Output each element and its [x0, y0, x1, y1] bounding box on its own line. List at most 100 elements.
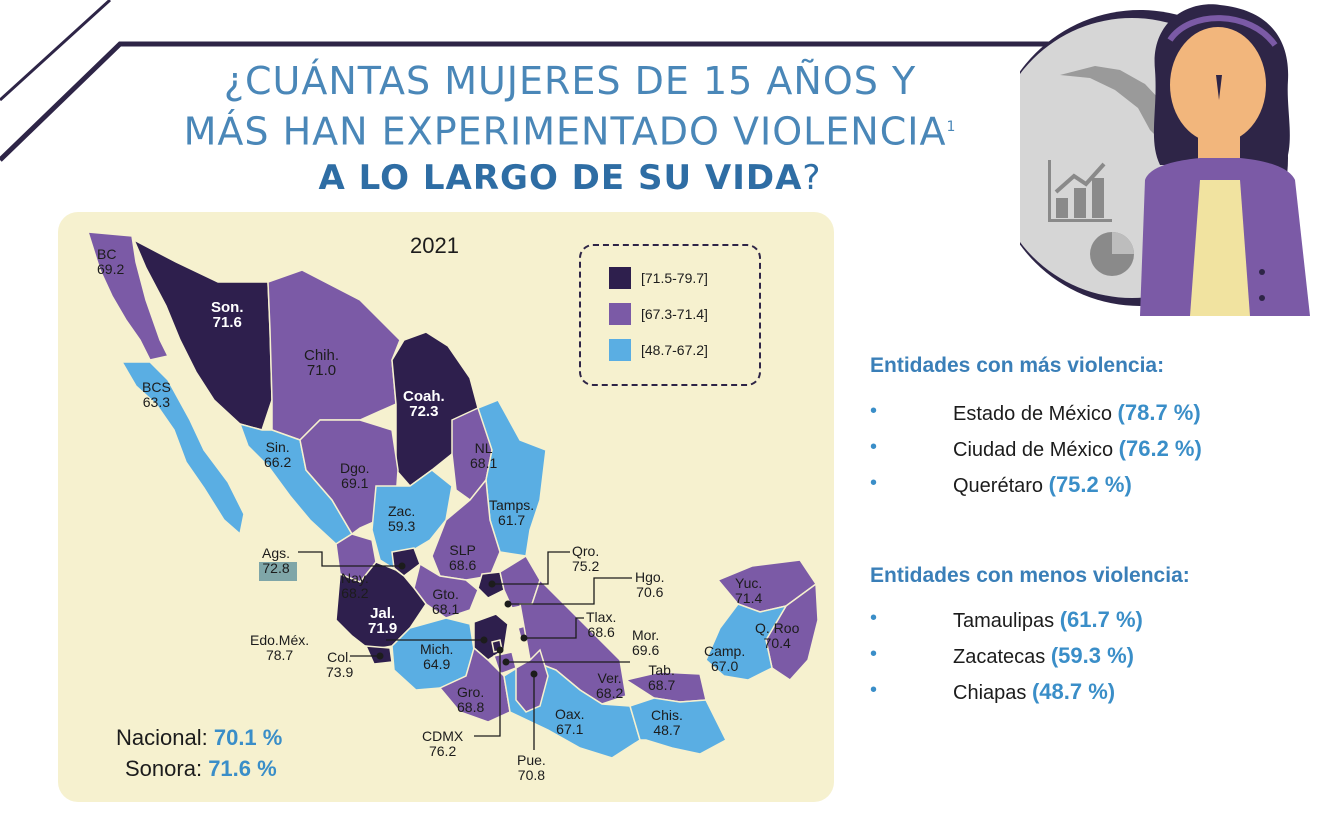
title-footnote-mark: 1 [946, 119, 957, 135]
bar-chart-icon [1048, 160, 1112, 222]
national-summary: Nacional: 70.1 % [116, 725, 282, 751]
title-question-mark: ? [802, 157, 822, 198]
region-label-sin: Sin. 66.2 [264, 439, 292, 470]
entity-value: (75.2 %) [1048, 472, 1132, 497]
leader-dots [376, 562, 538, 678]
national-value: 70.1 % [213, 725, 283, 750]
region-label-chis: Chis. 48.7 [651, 707, 683, 738]
title-line-2-text: MÁS HAN EXPERIMENTADO VIOLENCIA [183, 109, 947, 154]
title-line-1: ¿CUÁNTAS MUJERES DE 15 AÑOS Y [223, 59, 917, 103]
state-shape-chis [629, 697, 727, 755]
region-label-jal: Jal. 71.9 [368, 605, 398, 637]
entity-name: Zacatecas [953, 646, 1046, 668]
region-label-oax: Oax. 67.1 [555, 706, 585, 737]
region-label-coah: Coah. 72.3 [403, 388, 445, 420]
region-label-tamps: Tamps. 61.7 [489, 497, 535, 528]
dot-edomex [480, 636, 488, 644]
state-shape-jal [335, 561, 427, 651]
title-line-3-text: A LO LARGO DE SU VIDA [318, 157, 803, 198]
entity-name: Querétaro [953, 475, 1044, 497]
state-shape-tamps [477, 399, 547, 557]
mexico-map [86, 231, 819, 759]
region-label-mich: Mich. 64.9 [420, 641, 454, 672]
entity-name: Chiapas [953, 682, 1027, 704]
region-label-gto: Gto. 68.1 [432, 586, 460, 617]
legend-label: [71.5-79.7] [641, 270, 708, 286]
entity-name: Tamaulipas [953, 610, 1055, 632]
bullet-icon: • [870, 472, 878, 494]
state-shape-bcs [120, 361, 245, 536]
woman-figure-icon [1140, 4, 1310, 316]
region-label-hgo: Hgo. 70.6 [635, 569, 665, 600]
dot-qro [488, 580, 496, 588]
region-label-nl: NL 68.1 [470, 440, 498, 471]
bullet-icon: • [870, 400, 878, 422]
region-label-yuc: Yuc. 71.4 [735, 575, 763, 606]
list-item-text: Tamaulipas (61.7 %) [953, 607, 1143, 633]
region-label-bcs: BCS 63.3 [142, 379, 171, 410]
state-shape-ags [391, 547, 421, 577]
region-label-chih: Chih. 71.0 [304, 347, 340, 379]
national-label: Nacional: [116, 725, 208, 750]
dot-cdmx [496, 646, 504, 654]
legend-swatch [609, 267, 631, 289]
region-label-camp: Camp. 67.0 [704, 643, 746, 674]
list-item-text: Zacatecas (59.3 %) [953, 643, 1134, 669]
bullet-icon: • [870, 436, 878, 458]
region-label-mor: Mor. 69.6 [632, 627, 660, 658]
region-label-tlax: Tlax. 68.6 [586, 609, 617, 640]
map-legend: [71.5-79.7] [67.3-71.4] [48.7-67.2] [579, 244, 761, 386]
title-line-2: MÁS HAN EXPERIMENTADO VIOLENCIA1 [150, 104, 990, 155]
bullet-icon: • [870, 607, 878, 629]
region-label-cdmx: CDMX 76.2 [422, 728, 464, 759]
region-label-bc: BC 69.2 [97, 246, 125, 277]
list-item-text: Estado de México (78.7 %) [953, 400, 1201, 426]
list-item-text: Chiapas (48.7 %) [953, 679, 1115, 705]
ags-value-highlight [259, 562, 297, 581]
entity-value: (76.2 %) [1118, 436, 1202, 461]
leader-qro [492, 551, 570, 585]
dot-ags [398, 562, 406, 570]
title-line-3: A LO LARGO DE SU VIDA? [150, 155, 990, 201]
region-label-zac: Zac. 59.3 [388, 503, 416, 534]
dot-hgo [504, 600, 512, 608]
region-label-edomex: Edo.Méx. 78.7 [250, 632, 310, 663]
entity-value: (61.7 %) [1059, 607, 1143, 632]
most-violence-heading: Entidades con más violencia: [870, 354, 1165, 377]
entity-value: (48.7 %) [1031, 679, 1116, 704]
dot-pue [530, 670, 538, 678]
list-item-text: Ciudad de México (76.2 %) [953, 436, 1202, 462]
sonora-label: Sonora: [125, 756, 203, 781]
region-label-gro: Gro. 68.8 [457, 684, 485, 715]
map-year: 2021 [410, 233, 459, 258]
legend-swatch [609, 339, 631, 361]
woman-illustration [1020, 4, 1310, 316]
legend-label: [67.3-71.4] [641, 306, 708, 322]
region-label-nay: Nay. 68.2 [341, 570, 369, 601]
legend-item: [67.3-71.4] [609, 302, 708, 326]
legend-item: [48.7-67.2] [609, 338, 708, 362]
sonora-summary: Sonora: 71.6 % [125, 756, 277, 782]
state-shape-zac [371, 469, 453, 571]
entity-value: (78.7 %) [1117, 400, 1201, 425]
legend-item: [71.5-79.7] [609, 266, 708, 290]
state-shape-slp [431, 478, 501, 581]
bullet-icon: • [870, 643, 878, 665]
entity-name: Ciudad de México [953, 439, 1114, 461]
region-label-ver: Ver. 68.2 [596, 670, 624, 701]
region-label-pue: Pue. 70.8 [517, 752, 546, 783]
region-label-tab: Tab. 68.7 [648, 662, 676, 693]
region-label-son: Son. 71.6 [211, 299, 244, 331]
legend-swatch [609, 303, 631, 325]
pie-chart-icon [1090, 232, 1134, 276]
region-label-qro: Qro. 75.2 [572, 543, 600, 574]
leader-cdmx [474, 650, 501, 737]
region-label-qroo: Q. Roo 70.4 [755, 620, 800, 651]
state-shape-pue [515, 648, 549, 713]
leader-tlax [524, 617, 584, 639]
page-title: ¿CUÁNTAS MUJERES DE 15 AÑOS Y MÁS HAN EX… [150, 58, 990, 201]
leader-ags [298, 551, 400, 567]
dot-tlax [520, 634, 528, 642]
sonora-value: 71.6 % [208, 756, 277, 781]
dot-col [376, 652, 384, 660]
